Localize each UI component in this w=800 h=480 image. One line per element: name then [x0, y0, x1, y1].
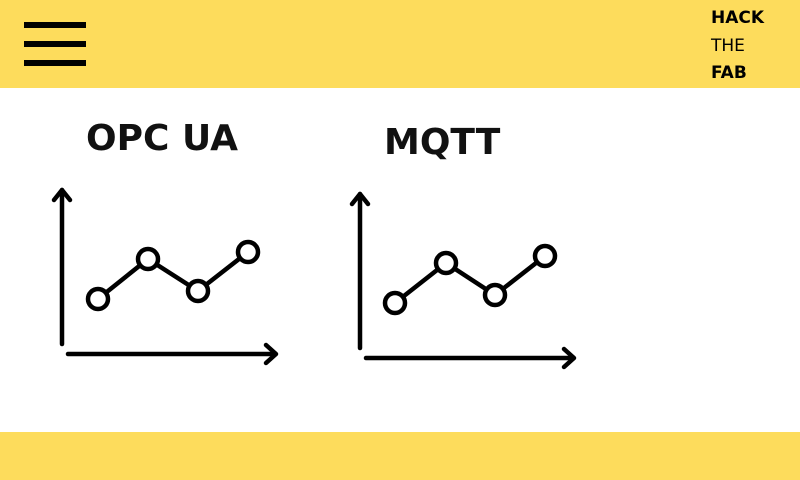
line-chart-icon [349, 191, 577, 370]
line-chart-icon [51, 187, 279, 366]
opc-ua-title: OPC UA [86, 118, 238, 159]
opc-ua-card[interactable]: OPC UA [40, 110, 300, 370]
logo-line-fab: FAB [711, 63, 747, 83]
logo: HACK THE FAB [711, 5, 791, 88]
logo-line-hack: HACK [711, 8, 765, 28]
menu-button[interactable] [24, 22, 86, 66]
footer-bar [0, 432, 800, 480]
mqtt-title: MQTT [384, 122, 501, 163]
logo-line-the: THE [711, 35, 745, 56]
top-bar: HACK THE FAB [0, 0, 800, 88]
mqtt-card[interactable]: MQTT [340, 110, 600, 370]
